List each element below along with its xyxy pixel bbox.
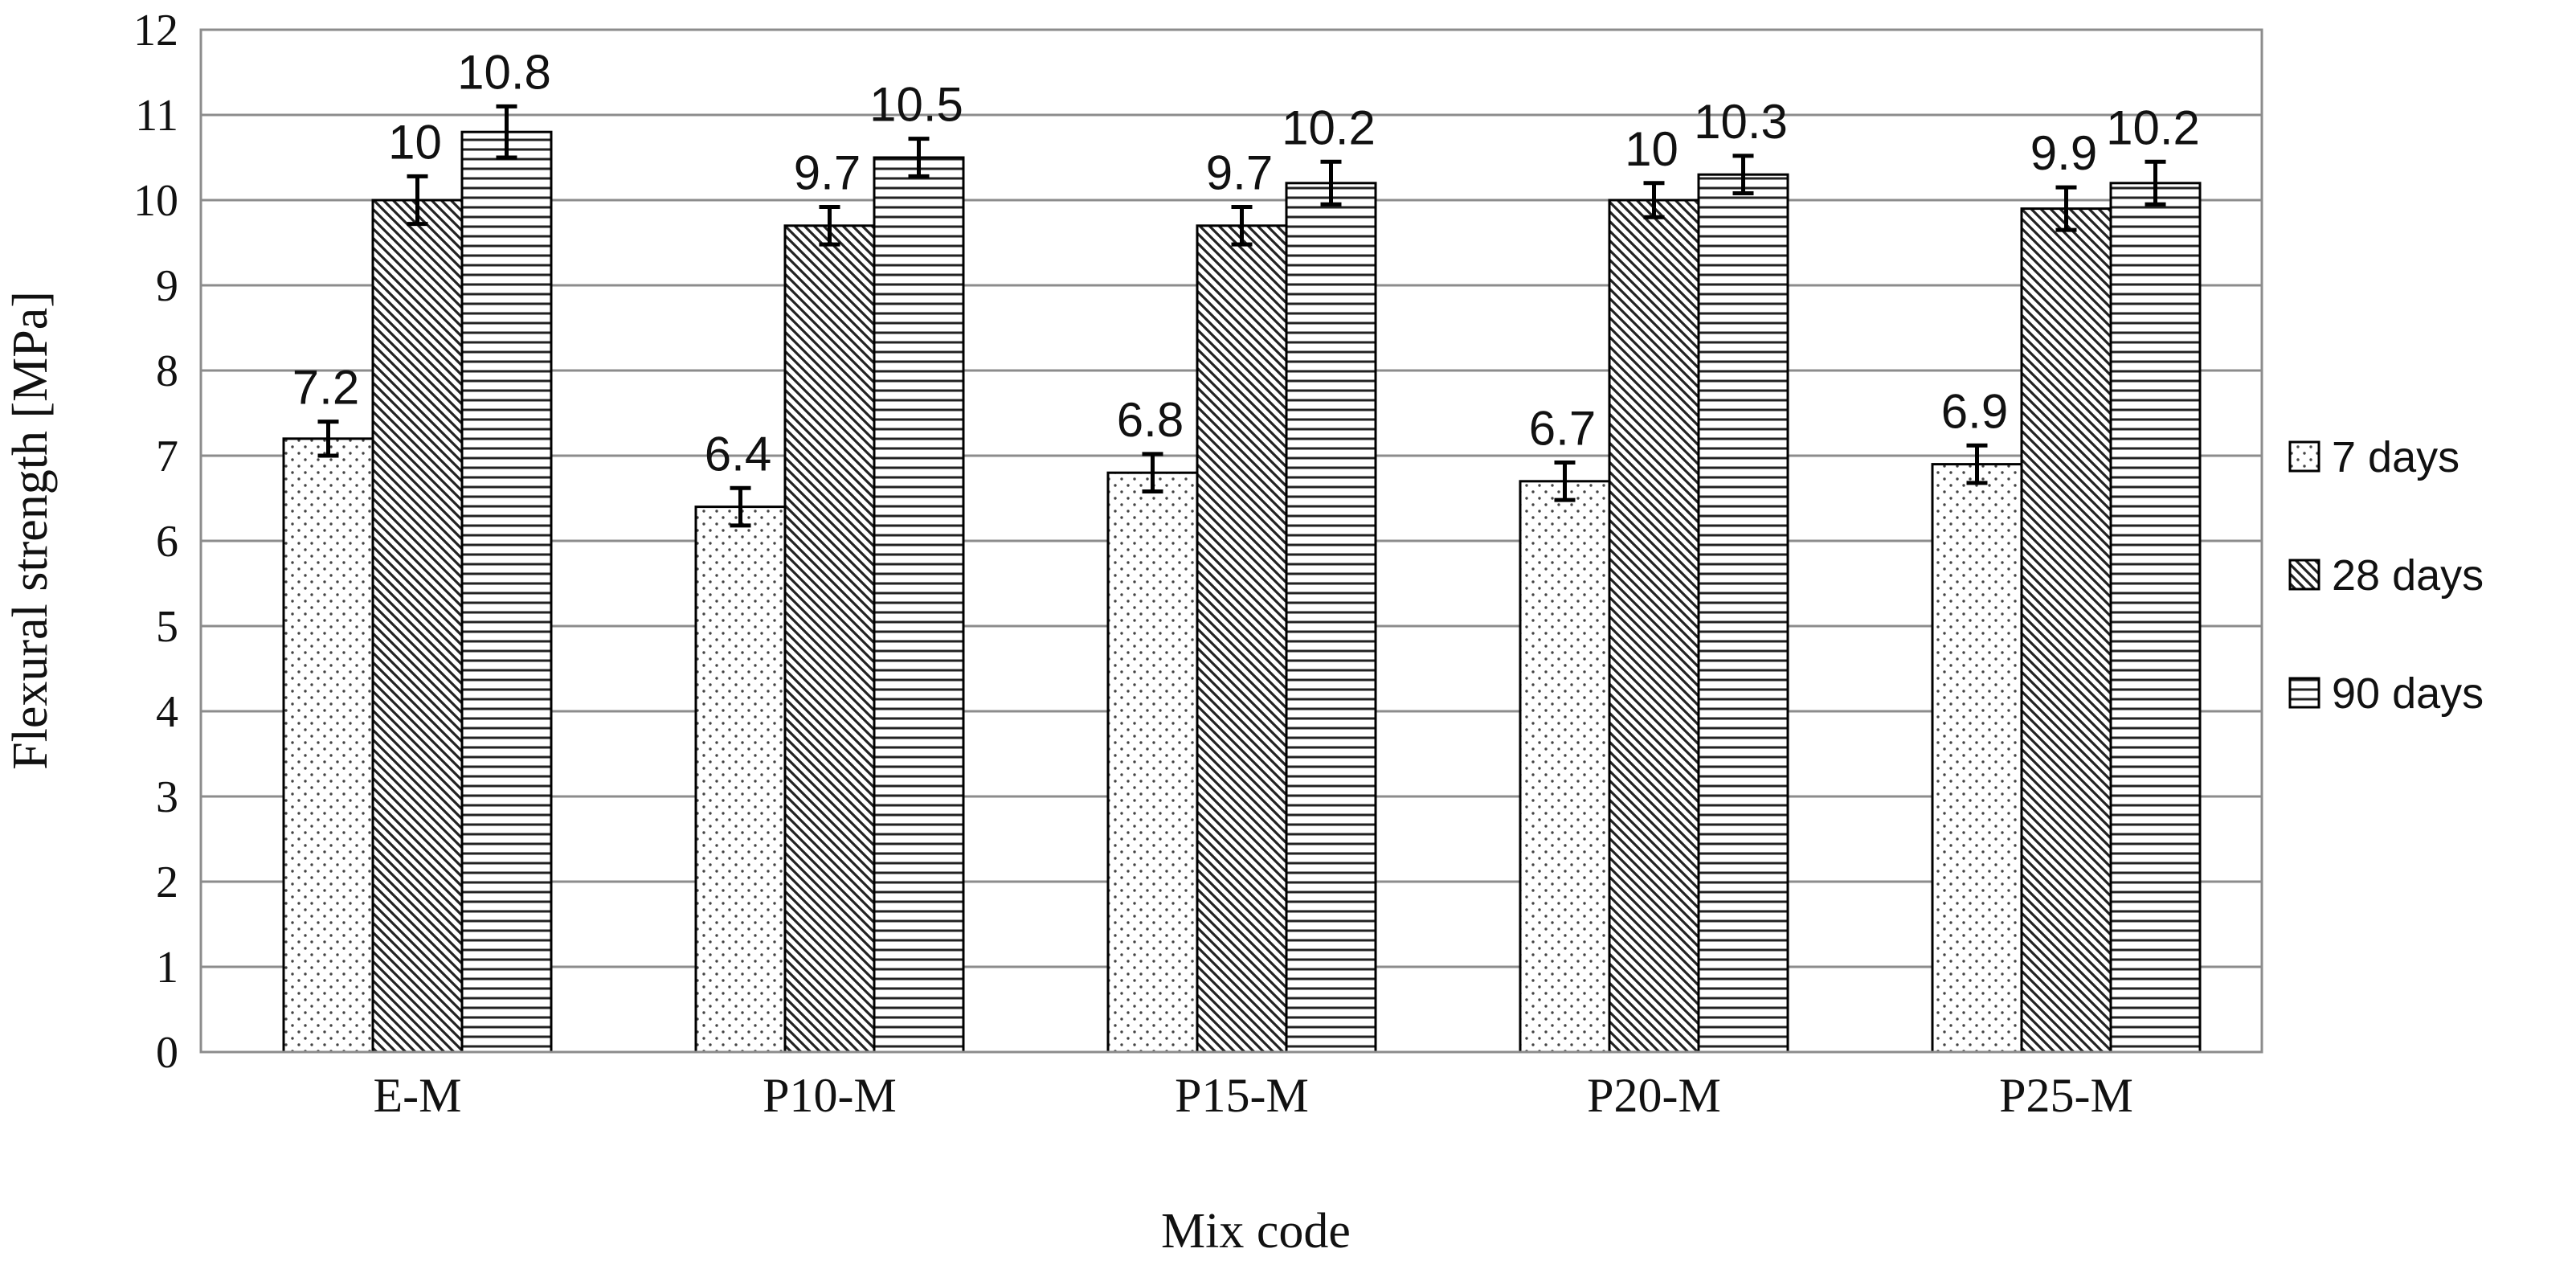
legend-item: 7 days bbox=[2288, 433, 2459, 481]
bar-p10-m-28-days bbox=[783, 224, 876, 1054]
y-tick-label: 2 bbox=[156, 858, 178, 907]
error-bar bbox=[1554, 460, 1576, 502]
bar-p15-m-7-days bbox=[1106, 471, 1199, 1054]
legend-swatch bbox=[2288, 677, 2320, 709]
error-bar bbox=[317, 420, 339, 458]
error-bar bbox=[908, 137, 930, 178]
y-tick-label: 0 bbox=[156, 1028, 178, 1078]
legend: 7 days 28 days 90 days bbox=[2288, 433, 2484, 718]
x-tick-label: P20-M bbox=[1587, 1069, 1721, 1122]
data-label: 7.2 bbox=[292, 361, 359, 415]
x-tick-label: P25-M bbox=[1999, 1069, 2133, 1122]
y-tick-label: 3 bbox=[156, 772, 178, 822]
data-label: 10.5 bbox=[869, 78, 963, 132]
y-tick-label: 5 bbox=[156, 602, 178, 652]
data-label: 10.2 bbox=[2106, 100, 2200, 154]
data-label: 10.8 bbox=[457, 45, 551, 99]
error-bar bbox=[1142, 452, 1163, 494]
y-tick-label: 12 bbox=[133, 6, 178, 55]
y-tick-label: 1 bbox=[156, 943, 178, 993]
error-bar bbox=[2145, 159, 2166, 207]
bar-e-m-90-days bbox=[460, 130, 553, 1054]
y-tick-label: 9 bbox=[156, 261, 178, 311]
y-axis-title: Flexural strength [MPa] bbox=[3, 291, 58, 770]
bar-p20-m-28-days bbox=[1608, 199, 1700, 1054]
legend-swatch bbox=[2288, 440, 2320, 473]
y-tick-label: 7 bbox=[156, 432, 178, 481]
data-label: 9.7 bbox=[794, 145, 861, 199]
data-label: 6.8 bbox=[1117, 393, 1184, 447]
error-bar bbox=[1966, 443, 1988, 485]
bars-layer bbox=[282, 104, 2202, 1054]
error-bar bbox=[1320, 159, 1342, 207]
data-label: 9.9 bbox=[2030, 126, 2097, 180]
bar-p15-m-28-days bbox=[1196, 224, 1288, 1054]
y-tick-label: 4 bbox=[156, 687, 178, 737]
y-tick-label: 11 bbox=[135, 91, 178, 141]
data-label: 10 bbox=[388, 115, 442, 169]
data-label: 6.9 bbox=[1941, 384, 2008, 438]
legend-item: 90 days bbox=[2288, 669, 2484, 718]
data-label: 10.3 bbox=[1694, 95, 1788, 149]
bar-p25-m-90-days bbox=[2109, 182, 2202, 1054]
labels-layer: 7.21010.86.49.710.56.89.710.26.71010.36.… bbox=[292, 45, 2200, 481]
legend-label: 28 days bbox=[2332, 551, 2484, 600]
legend-label: 90 days bbox=[2332, 669, 2484, 718]
x-tick-label: P15-M bbox=[1175, 1069, 1309, 1122]
bar-p25-m-28-days bbox=[2020, 207, 2112, 1054]
bar-p10-m-7-days bbox=[694, 506, 787, 1054]
bar-e-m-28-days bbox=[371, 199, 464, 1054]
y-tick-label: 10 bbox=[133, 176, 178, 226]
x-axis-title: Mix code bbox=[1161, 1204, 1351, 1259]
legend-swatch bbox=[2288, 559, 2320, 591]
error-bar bbox=[730, 485, 751, 528]
bar-e-m-7-days bbox=[282, 437, 374, 1054]
x-tick-label: P10-M bbox=[763, 1069, 897, 1122]
bar-p25-m-7-days bbox=[1931, 463, 2023, 1054]
bar-p15-m-90-days bbox=[1285, 182, 1377, 1054]
plot-area bbox=[199, 28, 2263, 1054]
error-bar bbox=[1643, 181, 1665, 219]
data-label: 6.4 bbox=[705, 427, 771, 481]
bar-p20-m-7-days bbox=[1519, 480, 1611, 1054]
x-tick-label: E-M bbox=[374, 1069, 462, 1122]
bar-p20-m-90-days bbox=[1697, 173, 1789, 1054]
bar-p10-m-90-days bbox=[873, 156, 965, 1054]
legend-label: 7 days bbox=[2332, 433, 2459, 481]
data-label: 10 bbox=[1625, 122, 1678, 176]
y-tick-label: 8 bbox=[156, 346, 178, 396]
y-tick-label: 6 bbox=[156, 517, 178, 567]
data-label: 9.7 bbox=[1206, 145, 1273, 199]
error-bar bbox=[496, 104, 517, 160]
error-bar bbox=[819, 204, 840, 247]
error-bar bbox=[1732, 154, 1754, 196]
data-label: 10.2 bbox=[1282, 100, 1376, 154]
error-bar bbox=[2055, 185, 2077, 232]
error-bar bbox=[1231, 204, 1253, 247]
error-bar bbox=[407, 174, 428, 227]
legend-item: 28 days bbox=[2288, 551, 2484, 600]
data-label: 6.7 bbox=[1529, 401, 1596, 455]
